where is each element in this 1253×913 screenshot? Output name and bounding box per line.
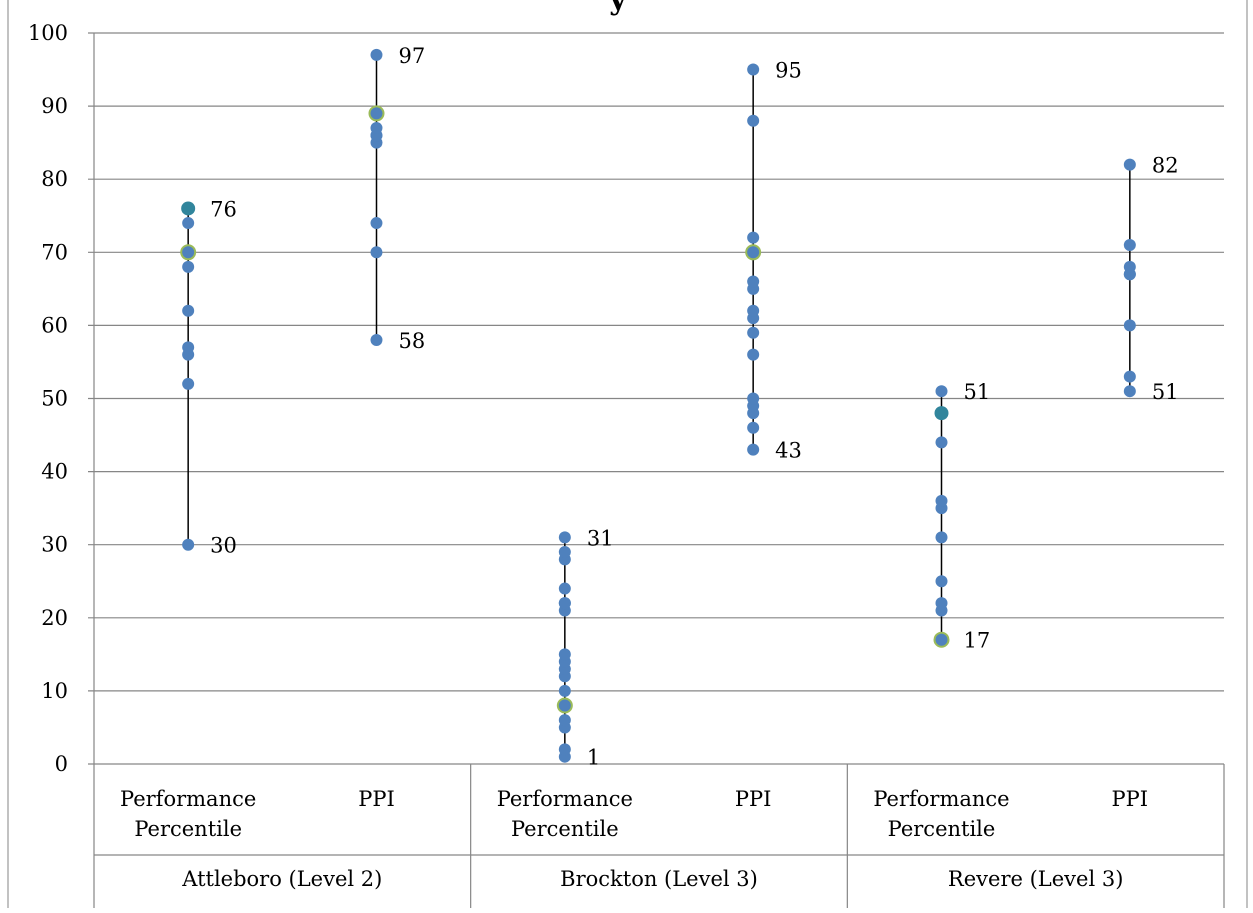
- max-data-label: 82: [1152, 154, 1179, 178]
- category-label: PPI: [735, 787, 772, 811]
- max-data-label: 31: [587, 526, 614, 550]
- data-point: [182, 341, 195, 354]
- group-label: Attleboro (Level 2): [181, 867, 382, 891]
- data-point: [370, 122, 383, 135]
- data-point: [558, 743, 571, 756]
- data-point: [747, 326, 760, 339]
- data-point: [934, 406, 949, 421]
- gridlines: [88, 32, 1224, 765]
- data-point: [556, 697, 573, 714]
- data-point: [747, 443, 760, 456]
- data-point: [1123, 370, 1136, 383]
- y-tick-label: 70: [41, 240, 68, 264]
- data-points: [180, 48, 1136, 763]
- y-tick-label: 0: [55, 752, 68, 776]
- data-point: [181, 201, 196, 216]
- min-data-label: 30: [210, 534, 237, 558]
- data-point: [747, 304, 760, 317]
- data-point: [368, 105, 385, 122]
- max-data-label: 51: [964, 380, 991, 404]
- min-data-label: 43: [775, 439, 802, 463]
- data-point: [1123, 319, 1136, 332]
- category-label-line2: Percentile: [511, 817, 619, 841]
- data-point: [1123, 385, 1136, 398]
- data-point: [370, 48, 383, 61]
- data-labels: 76 30 97 58 31 1 95 43 51 17 82 51: [210, 44, 1178, 770]
- y-axis: 0 10 20 30 40 50 60 70 80 90 100: [28, 21, 95, 776]
- category-label: PPI: [1112, 787, 1149, 811]
- min-data-label: 58: [399, 329, 426, 353]
- category-label-line2: Percentile: [888, 817, 996, 841]
- data-point: [182, 260, 195, 273]
- y-tick-label: 20: [41, 606, 68, 630]
- data-point: [182, 217, 195, 230]
- data-point: [558, 531, 571, 544]
- max-data-label: 76: [210, 197, 237, 221]
- data-point: [182, 538, 195, 551]
- data-point: [933, 631, 950, 648]
- data-point: [935, 385, 948, 398]
- data-point: [747, 348, 760, 361]
- min-data-label: 51: [1152, 380, 1179, 404]
- data-point: [1123, 260, 1136, 273]
- data-point: [558, 546, 571, 559]
- data-point: [180, 244, 197, 261]
- data-point: [747, 114, 760, 127]
- data-point: [935, 436, 948, 449]
- data-point: [747, 231, 760, 244]
- data-point: [935, 494, 948, 507]
- y-tick-label: 10: [41, 679, 68, 703]
- y-tick-label: 80: [41, 167, 68, 191]
- max-data-label: 97: [399, 44, 426, 68]
- data-point: [182, 304, 195, 317]
- group-label: Revere (Level 3): [948, 867, 1123, 891]
- data-point: [558, 648, 571, 661]
- data-point: [935, 531, 948, 544]
- data-point: [558, 684, 571, 697]
- data-point: [370, 246, 383, 259]
- category-label-line1: Performance: [120, 787, 256, 811]
- data-point: [935, 575, 948, 588]
- data-point: [370, 334, 383, 347]
- category-label: PPI: [358, 787, 395, 811]
- data-point: [558, 714, 571, 727]
- min-data-label: 17: [964, 629, 991, 653]
- category-label-line1: Performance: [497, 787, 633, 811]
- data-point: [1123, 238, 1136, 251]
- data-point: [747, 63, 760, 76]
- y-tick-label: 50: [41, 387, 68, 411]
- min-data-label: 1: [587, 746, 600, 770]
- title-area: y: [608, 0, 628, 17]
- y-tick-label: 90: [41, 94, 68, 118]
- data-point: [745, 244, 762, 261]
- chart-frame: [7, 0, 1248, 908]
- y-tick-label: 60: [41, 313, 68, 337]
- category-label-line1: Performance: [873, 787, 1009, 811]
- data-point: [1123, 158, 1136, 171]
- data-point: [935, 597, 948, 610]
- y-tick-label: 40: [41, 460, 68, 484]
- max-data-label: 95: [775, 59, 802, 83]
- data-point: [558, 582, 571, 595]
- category-label-line2: Percentile: [134, 817, 242, 841]
- data-point: [370, 217, 383, 230]
- data-point: [747, 392, 760, 405]
- data-point: [747, 275, 760, 288]
- data-point: [182, 377, 195, 390]
- y-tick-label: 30: [41, 533, 68, 557]
- x-axis-categories: Performance Percentile PPI Performance Perce…: [93, 764, 1225, 908]
- data-point: [747, 421, 760, 434]
- group-label: Brockton (Level 3): [560, 867, 758, 891]
- data-point: [558, 597, 571, 610]
- y-tick-label: 100: [28, 21, 68, 45]
- chart-title-fragment: y: [608, 0, 628, 17]
